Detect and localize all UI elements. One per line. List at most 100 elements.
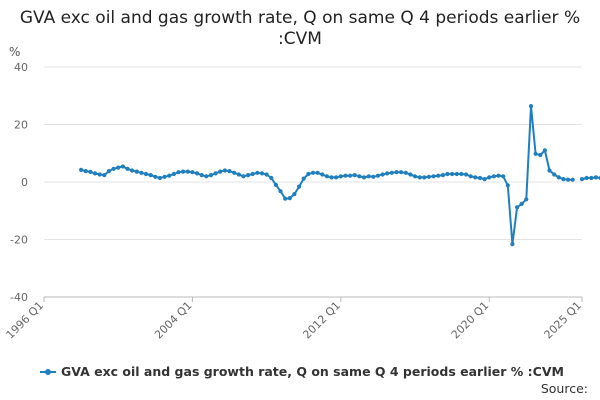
data-point[interactable] <box>278 189 283 194</box>
data-point[interactable] <box>380 172 385 177</box>
data-point[interactable] <box>320 172 325 177</box>
data-point[interactable] <box>301 176 306 181</box>
data-point[interactable] <box>445 171 450 177</box>
data-point[interactable] <box>195 171 200 176</box>
data-point[interactable] <box>120 164 125 169</box>
data-point[interactable] <box>528 104 534 109</box>
data-point[interactable] <box>185 169 190 174</box>
data-point[interactable] <box>510 242 515 247</box>
data-point[interactable] <box>352 173 357 178</box>
data-point[interactable] <box>375 173 380 178</box>
data-point[interactable] <box>162 174 167 179</box>
data-point[interactable] <box>250 171 255 177</box>
data-point[interactable] <box>139 170 144 175</box>
data-point[interactable] <box>394 170 399 175</box>
data-point[interactable] <box>343 173 348 178</box>
data-point[interactable] <box>566 177 571 182</box>
data-point[interactable] <box>593 175 599 180</box>
data-point[interactable] <box>227 169 232 174</box>
data-point[interactable] <box>222 168 227 173</box>
data-point[interactable] <box>403 170 408 175</box>
data-point[interactable] <box>292 192 297 197</box>
data-point[interactable] <box>116 165 121 170</box>
data-point[interactable] <box>88 169 93 174</box>
data-point[interactable] <box>542 148 548 153</box>
data-point[interactable] <box>125 166 130 171</box>
data-point[interactable] <box>501 174 506 179</box>
data-point[interactable] <box>204 174 209 179</box>
data-point[interactable] <box>213 171 218 176</box>
data-point[interactable] <box>97 172 102 177</box>
data-point[interactable] <box>547 168 552 173</box>
data-point[interactable] <box>417 175 422 180</box>
data-point[interactable] <box>579 177 585 182</box>
data-point[interactable] <box>259 171 265 176</box>
data-point[interactable] <box>519 201 524 206</box>
data-point[interactable] <box>371 174 376 179</box>
data-point[interactable] <box>468 174 473 179</box>
data-point[interactable] <box>389 170 394 175</box>
data-point[interactable] <box>92 171 98 176</box>
data-point[interactable] <box>496 173 501 178</box>
data-point[interactable] <box>181 169 186 174</box>
data-point[interactable] <box>106 169 111 174</box>
data-point[interactable] <box>134 169 139 174</box>
data-point[interactable] <box>176 170 181 175</box>
data-point[interactable] <box>505 183 510 188</box>
data-point[interactable] <box>218 169 223 174</box>
data-point[interactable] <box>366 174 371 179</box>
data-point[interactable] <box>153 174 158 179</box>
data-point[interactable] <box>315 170 320 175</box>
data-point[interactable] <box>473 175 478 180</box>
data-point[interactable] <box>515 205 520 210</box>
data-point[interactable] <box>190 170 195 175</box>
data-point[interactable] <box>338 174 343 179</box>
data-point[interactable] <box>273 182 278 187</box>
data-point[interactable] <box>491 174 496 179</box>
data-point[interactable] <box>556 175 561 180</box>
data-point[interactable] <box>334 175 339 180</box>
data-point[interactable] <box>310 170 316 175</box>
data-point[interactable] <box>287 196 292 201</box>
data-point[interactable] <box>361 175 367 180</box>
data-point[interactable] <box>454 171 459 177</box>
data-point[interactable] <box>79 167 84 172</box>
data-point[interactable] <box>236 172 241 177</box>
data-point[interactable] <box>199 173 204 178</box>
data-point[interactable] <box>297 184 302 189</box>
data-point[interactable] <box>426 174 431 179</box>
data-point[interactable] <box>482 177 487 182</box>
data-point[interactable] <box>148 173 153 178</box>
data-point[interactable] <box>584 175 589 181</box>
data-point[interactable] <box>83 169 88 174</box>
data-point[interactable] <box>570 177 575 182</box>
data-point[interactable] <box>241 174 246 179</box>
data-point[interactable] <box>487 175 492 180</box>
data-point[interactable] <box>157 175 162 181</box>
data-point[interactable] <box>306 171 311 177</box>
data-point[interactable] <box>255 170 260 175</box>
data-point[interactable] <box>561 177 566 182</box>
data-point[interactable] <box>111 166 116 171</box>
data-point[interactable] <box>459 171 464 177</box>
data-point[interactable] <box>130 168 135 173</box>
data-point[interactable] <box>408 172 413 177</box>
data-point[interactable] <box>232 170 237 175</box>
data-point[interactable] <box>422 175 427 180</box>
data-point[interactable] <box>264 172 269 177</box>
data-point[interactable] <box>357 174 362 179</box>
data-point[interactable] <box>552 172 557 177</box>
data-point[interactable] <box>385 171 390 176</box>
data-point[interactable] <box>412 174 418 179</box>
data-point[interactable] <box>329 175 334 180</box>
data-point[interactable] <box>589 175 594 181</box>
data-point[interactable] <box>246 173 251 178</box>
data-point[interactable] <box>269 175 274 181</box>
data-point[interactable] <box>208 173 214 178</box>
data-point[interactable] <box>167 173 172 178</box>
data-point[interactable] <box>477 175 483 181</box>
data-point[interactable] <box>324 174 329 179</box>
data-point[interactable] <box>102 173 107 178</box>
data-point[interactable] <box>538 152 543 158</box>
data-point[interactable] <box>431 174 436 179</box>
